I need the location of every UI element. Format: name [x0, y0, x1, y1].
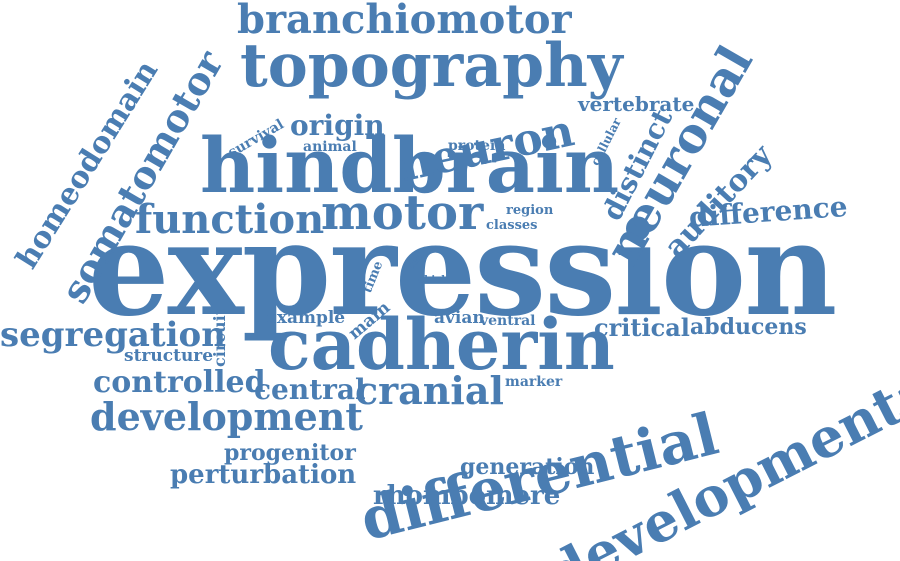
word-origin: origin	[290, 109, 385, 142]
word-progenitor: progenitor	[224, 440, 356, 466]
word-marker: marker	[505, 374, 563, 390]
word-circuit: circuit	[210, 307, 229, 367]
word-avian: avian	[434, 308, 485, 328]
word-topography: topography	[240, 31, 623, 101]
word-perturbation: perturbation	[170, 460, 357, 490]
word-protein: protein	[448, 138, 506, 154]
word-function: function	[135, 196, 325, 243]
word-animal: animal	[303, 139, 357, 155]
word-generation: generation	[460, 454, 595, 480]
word-structure: structure	[124, 346, 214, 366]
word-motor: motor	[321, 185, 484, 241]
word-controlled: controlled	[93, 365, 266, 400]
word-cadherin: cadherin	[268, 303, 615, 386]
word-segregation: segregation	[0, 315, 226, 355]
word-central: central	[254, 373, 366, 406]
word-chick: chick	[418, 275, 449, 286]
word-branchiomotor: branchiomotor	[237, 0, 572, 43]
word-rhombomere: rhombomere	[373, 481, 561, 511]
word-cranial: cranial	[355, 368, 504, 413]
word-classes: classes	[486, 218, 538, 233]
word-expression: expression	[88, 195, 837, 345]
word-ventral: ventral	[480, 313, 536, 329]
word-critical: critical	[594, 313, 690, 342]
word-region: region	[506, 203, 554, 218]
word-hindbrain: hindbrain	[200, 121, 620, 210]
word-abducens: abducens	[690, 314, 807, 340]
word-vertebrate: vertebrate	[578, 92, 695, 116]
word-development: development	[90, 394, 363, 439]
word-example: example	[266, 308, 346, 328]
